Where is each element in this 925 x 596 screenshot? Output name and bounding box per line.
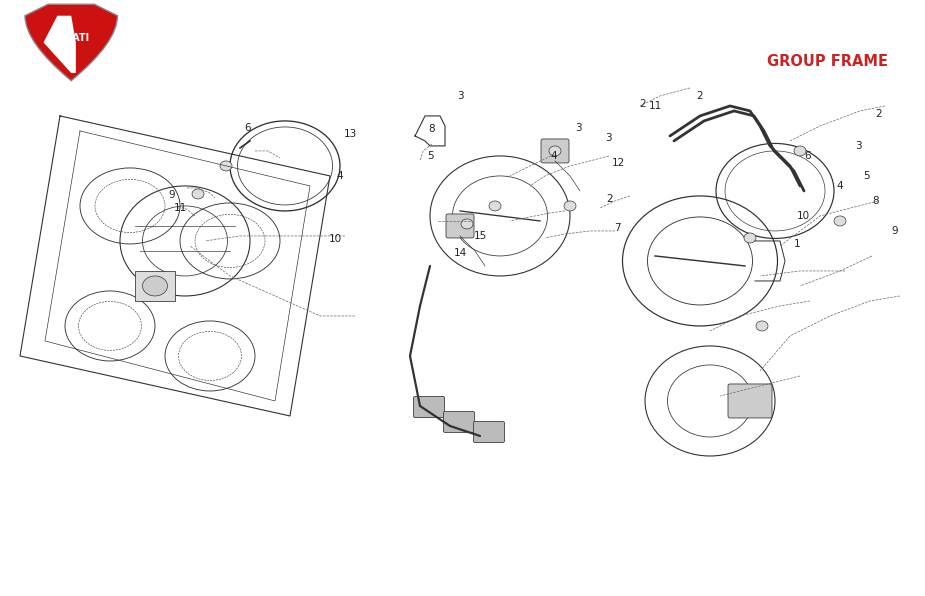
Ellipse shape bbox=[461, 219, 473, 229]
Text: 7: 7 bbox=[613, 223, 621, 233]
Text: 8: 8 bbox=[428, 124, 436, 134]
Ellipse shape bbox=[142, 276, 167, 296]
Text: 3: 3 bbox=[457, 91, 463, 101]
FancyBboxPatch shape bbox=[413, 396, 445, 417]
Text: 12: 12 bbox=[611, 158, 624, 168]
Ellipse shape bbox=[756, 321, 768, 331]
Text: 10: 10 bbox=[796, 211, 809, 221]
Text: 5: 5 bbox=[864, 171, 870, 181]
Ellipse shape bbox=[220, 161, 232, 171]
Ellipse shape bbox=[564, 201, 576, 211]
FancyBboxPatch shape bbox=[446, 214, 474, 238]
Text: 4: 4 bbox=[337, 171, 343, 181]
Text: 9: 9 bbox=[168, 190, 176, 200]
Text: 9: 9 bbox=[892, 226, 898, 236]
Text: 10: 10 bbox=[328, 234, 341, 244]
Ellipse shape bbox=[549, 146, 561, 156]
Text: 14: 14 bbox=[453, 248, 466, 258]
Text: 5: 5 bbox=[426, 151, 433, 161]
Text: 6: 6 bbox=[805, 151, 811, 161]
Text: 2: 2 bbox=[876, 109, 882, 119]
PathPatch shape bbox=[43, 15, 76, 73]
PathPatch shape bbox=[25, 4, 117, 80]
FancyBboxPatch shape bbox=[443, 411, 475, 433]
FancyBboxPatch shape bbox=[474, 421, 504, 442]
Text: DUCATI: DUCATI bbox=[49, 33, 90, 44]
Text: 1: 1 bbox=[794, 239, 800, 249]
Text: 8: 8 bbox=[872, 196, 880, 206]
Text: 11: 11 bbox=[173, 203, 187, 213]
Text: 3: 3 bbox=[605, 133, 611, 143]
Ellipse shape bbox=[794, 146, 806, 156]
Text: 2: 2 bbox=[697, 91, 703, 101]
Text: 15: 15 bbox=[474, 231, 487, 241]
Text: 4: 4 bbox=[550, 151, 557, 161]
Ellipse shape bbox=[192, 189, 204, 199]
Text: 2: 2 bbox=[640, 99, 647, 109]
Text: 3: 3 bbox=[574, 123, 581, 133]
Ellipse shape bbox=[834, 216, 846, 226]
Polygon shape bbox=[135, 271, 175, 301]
FancyBboxPatch shape bbox=[541, 139, 569, 163]
Ellipse shape bbox=[744, 233, 756, 243]
Text: 13: 13 bbox=[343, 129, 357, 139]
Text: 11: 11 bbox=[648, 101, 661, 111]
Text: 3: 3 bbox=[855, 141, 861, 151]
Text: 4: 4 bbox=[837, 181, 844, 191]
FancyBboxPatch shape bbox=[728, 384, 772, 418]
Text: GROUP FRAME: GROUP FRAME bbox=[767, 54, 888, 69]
Ellipse shape bbox=[489, 201, 501, 211]
Text: DRAWING 017 - THROTTLE BODY [MOD:959,959 AWS]: DRAWING 017 - THROTTLE BODY [MOD:959,959… bbox=[240, 14, 888, 34]
Text: 6: 6 bbox=[245, 123, 252, 133]
Text: 2: 2 bbox=[607, 194, 613, 204]
